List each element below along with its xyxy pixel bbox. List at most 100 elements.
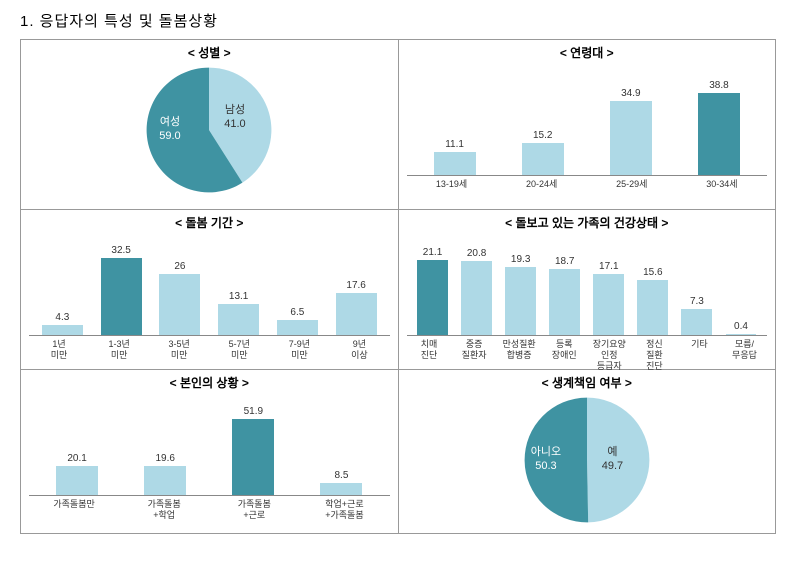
- bar-category-label: 기타: [677, 339, 722, 361]
- bar-group: 21.1: [411, 247, 455, 335]
- bar-chart-situation: 20.1 19.6 51.9 8.5: [29, 395, 390, 495]
- bar-value-label: 13.1: [229, 291, 248, 302]
- bar-value-label: 19.3: [511, 254, 530, 265]
- bar: [505, 267, 536, 335]
- bar-group: 4.3: [33, 312, 92, 335]
- bar-category-label: 등록장애인: [542, 339, 587, 361]
- bar-category-label: 1년미만: [29, 339, 89, 361]
- bar: [434, 152, 476, 175]
- chart-cell-gender: < 성별 > 여성59.0 남성41.0: [21, 40, 399, 210]
- bar-group: 34.9: [587, 88, 675, 175]
- chart-cell-breadwinner: < 생계책임 여부 > 아니오50.3 예49.7: [399, 370, 777, 534]
- bar: [522, 143, 564, 175]
- bar-group: 51.9: [209, 406, 297, 495]
- bar-value-label: 15.2: [533, 130, 552, 141]
- bar: [461, 261, 492, 335]
- charts-grid: < 성별 > 여성59.0 남성41.0 < 연령대 > 11.1 15.2 34.9…: [20, 39, 776, 534]
- bar-category-label: 치매진단: [407, 339, 452, 361]
- bar-value-label: 17.6: [346, 280, 365, 291]
- chart-title: < 성별 >: [188, 44, 231, 61]
- bar: [549, 269, 580, 335]
- chart-cell-age: < 연령대 > 11.1 15.2 34.9 38.8 13-19세20-24세25-…: [399, 40, 777, 210]
- bar-value-label: 20.8: [467, 248, 486, 259]
- pie-slice-label: 남성41.0: [224, 103, 245, 132]
- bar-group: 38.8: [675, 80, 763, 175]
- bar-value-label: 26: [174, 261, 185, 272]
- pie-chart-gender: 여성59.0 남성41.0: [129, 65, 289, 195]
- pie-slice-label: 아니오50.3: [531, 445, 561, 474]
- bar: [144, 466, 186, 495]
- bar-category-label: 만성질환합병증: [497, 339, 542, 361]
- bar-value-label: 15.6: [643, 267, 662, 278]
- chart-title: < 돌보고 있는 가족의 건강상태 >: [505, 214, 668, 231]
- bar: [681, 309, 712, 335]
- bar-group: 20.8: [455, 248, 499, 335]
- bar-value-label: 18.7: [555, 256, 574, 267]
- bar: [42, 325, 83, 335]
- bar-value-label: 7.3: [690, 296, 704, 307]
- chart-cell-situation: < 본인의 상황 > 20.1 19.6 51.9 8.5 가족돌봄만가족돌봄+학업가…: [21, 370, 399, 534]
- pie-slice-label: 여성59.0: [159, 115, 180, 144]
- bar: [320, 483, 362, 495]
- bar-value-label: 34.9: [621, 88, 640, 99]
- bar-value-label: 8.5: [334, 470, 348, 481]
- bar-group: 19.3: [499, 254, 543, 335]
- bar: [610, 101, 652, 175]
- bar-group: 6.5: [268, 307, 327, 335]
- chart-title: < 생계책임 여부 >: [542, 374, 632, 391]
- bar-category-label: 9년이상: [329, 339, 389, 361]
- bar-group: 17.6: [327, 280, 386, 335]
- bar-value-label: 38.8: [709, 80, 728, 91]
- chart-title: < 연령대 >: [560, 44, 614, 61]
- bar: [698, 93, 740, 175]
- bar-category-label: 가족돌봄만: [29, 499, 119, 521]
- bar: [637, 280, 668, 335]
- bar-category-label: 13-19세: [407, 179, 497, 201]
- bar-category-label: 모름/무응답: [722, 339, 767, 361]
- bar-value-label: 20.1: [67, 453, 86, 464]
- bar: [56, 466, 98, 495]
- bar: [101, 258, 142, 335]
- bar-category-label: 3-5년미만: [149, 339, 209, 361]
- chart-cell-health: < 돌보고 있는 가족의 건강상태 > 21.1 20.8 19.3 18.7 17.1…: [399, 210, 777, 370]
- bar-group: 17.1: [587, 261, 631, 335]
- bar: [232, 419, 274, 495]
- chart-cell-duration: < 돌봄 기간 > 4.332.52613.16.517.6 1년미만1-3년미…: [21, 210, 399, 370]
- bar-value-label: 6.5: [290, 307, 304, 318]
- pie-chart-breadwinner: 아니오50.3 예49.7: [507, 395, 667, 525]
- bar-category-label: 학업+근로+가족돌봄: [299, 499, 389, 521]
- bar-category-label: 장기요양인정등급자: [587, 339, 632, 361]
- bar-chart-duration: 4.3 32.5 26 13.1 6.5 17.6: [29, 235, 390, 335]
- bar-labels-duration: 1년미만1-3년미만3-5년미만5-7년미만7-9년미만9년이상: [29, 335, 390, 361]
- bar-labels-health: 치매진단중증질환자만성질환합병증등록장애인장기요양인정등급자정신질환진단기타모름…: [407, 335, 768, 361]
- bar-value-label: 32.5: [111, 245, 130, 256]
- bar-group: 0.4: [719, 321, 763, 335]
- chart-title: < 본인의 상황 >: [170, 374, 249, 391]
- bar-category-label: 중증질환자: [452, 339, 497, 361]
- bar: [159, 274, 200, 335]
- bar-category-label: 정신질환진단: [632, 339, 677, 361]
- bar-group: 11.1: [411, 139, 499, 175]
- bar-category-label: 가족돌봄+근로: [209, 499, 299, 521]
- bar-value-label: 51.9: [244, 406, 263, 417]
- bar: [417, 260, 448, 335]
- bar-value-label: 17.1: [599, 261, 618, 272]
- bar-labels-age: 13-19세20-24세25-29세30-34세: [407, 175, 768, 201]
- bar: [277, 320, 318, 335]
- bar-category-label: 7-9년미만: [269, 339, 329, 361]
- bar-category-label: 가족돌봄+학업: [119, 499, 209, 521]
- bar-category-label: 5-7년미만: [209, 339, 269, 361]
- bar-category-label: 25-29세: [587, 179, 677, 201]
- bar-category-label: 1-3년미만: [89, 339, 149, 361]
- bar-group: 18.7: [543, 256, 587, 335]
- bar-group: 13.1: [209, 291, 268, 335]
- bar-value-label: 4.3: [55, 312, 69, 323]
- bar-value-label: 0.4: [734, 321, 748, 332]
- bar-group: 19.6: [121, 453, 209, 495]
- bar-group: 8.5: [297, 470, 385, 495]
- pie-slice-label: 예49.7: [602, 445, 623, 474]
- bar-chart-age: 11.1 15.2 34.9 38.8: [407, 65, 768, 175]
- bar: [593, 274, 624, 335]
- bar-category-label: 20-24세: [497, 179, 587, 201]
- bar-labels-situation: 가족돌봄만가족돌봄+학업가족돌봄+근로학업+근로+가족돌봄: [29, 495, 390, 521]
